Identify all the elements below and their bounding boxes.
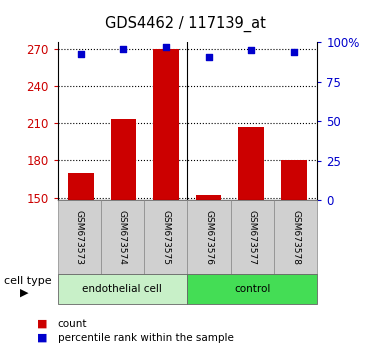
Text: ■: ■ (37, 333, 47, 343)
Point (206, 54, 211, 59)
Bar (196, 195, 221, 200)
Point (291, 49, 297, 55)
Bar (111, 119, 136, 200)
Text: cell type: cell type (4, 275, 51, 286)
Bar (68, 173, 94, 200)
Text: GSM673575: GSM673575 (161, 210, 170, 265)
Point (163, 44, 169, 50)
Point (248, 47, 254, 53)
Bar (239, 127, 264, 200)
Text: GDS4462 / 117139_at: GDS4462 / 117139_at (105, 16, 266, 32)
Text: percentile rank within the sample: percentile rank within the sample (58, 333, 233, 343)
Bar (281, 160, 306, 200)
Text: endothelial cell: endothelial cell (82, 284, 162, 295)
Text: GSM673576: GSM673576 (204, 210, 213, 265)
Text: ■: ■ (37, 319, 47, 329)
Text: GSM673578: GSM673578 (291, 210, 300, 265)
Text: count: count (58, 319, 87, 329)
Text: ▶: ▶ (20, 287, 29, 297)
Text: control: control (234, 284, 270, 295)
Text: GSM673574: GSM673574 (118, 210, 127, 265)
Text: GSM673577: GSM673577 (248, 210, 257, 265)
Point (121, 46, 127, 52)
Bar (153, 49, 179, 200)
Text: GSM673573: GSM673573 (75, 210, 83, 265)
Point (78, 51, 84, 56)
